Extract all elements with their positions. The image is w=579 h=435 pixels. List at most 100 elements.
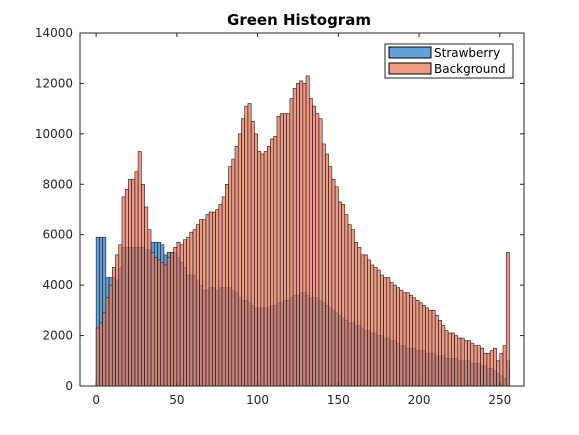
histogram-bar — [373, 267, 378, 387]
histogram-bar — [195, 224, 200, 387]
histogram-bar — [444, 330, 449, 387]
histogram-bar — [493, 347, 497, 387]
histogram-bar — [412, 297, 417, 387]
histogram-bar — [263, 151, 268, 387]
histogram-bar — [463, 340, 468, 387]
histogram-bar — [121, 196, 126, 387]
histogram-bar — [131, 178, 136, 387]
series-background — [95, 75, 510, 387]
histogram-bar — [483, 352, 488, 387]
histogram-bar — [276, 115, 281, 387]
histogram-bar — [505, 252, 510, 387]
histogram-bar — [415, 299, 420, 387]
histogram-bar — [111, 267, 116, 387]
histogram-bar — [266, 146, 271, 387]
histogram-bar — [237, 133, 242, 387]
histogram-bar — [347, 224, 352, 387]
histogram-bar — [296, 83, 300, 387]
histogram-bar — [270, 138, 275, 387]
histogram-bar — [150, 252, 155, 387]
histogram-bar — [441, 325, 446, 387]
y-tick-label: 10000 — [35, 127, 73, 141]
legend: Strawberry Background — [384, 43, 514, 79]
x-tick-label: 250 — [488, 393, 511, 407]
histogram-bar — [396, 287, 400, 387]
histogram-bar — [279, 113, 284, 387]
y-tick-label: 0 — [65, 379, 73, 393]
histogram-bar — [476, 345, 481, 387]
histogram-bar — [286, 113, 291, 387]
histogram-bar — [421, 305, 426, 387]
histogram-bar — [215, 209, 220, 387]
histogram-bar — [370, 264, 375, 387]
histogram-bar — [502, 345, 507, 387]
histogram-bar — [409, 294, 413, 387]
histogram-bar — [254, 133, 258, 387]
histogram-bar — [99, 322, 103, 387]
histogram-bar — [486, 352, 491, 387]
y-axis: 0 2000 4000 6000 8000 10000 12000 14000 — [35, 26, 524, 393]
histogram-bar — [438, 320, 442, 387]
histogram-bar — [247, 103, 252, 387]
histogram-bar — [292, 88, 297, 387]
histogram-bar — [489, 350, 494, 387]
histogram-bar — [225, 183, 229, 387]
histogram-bar — [315, 113, 320, 387]
histogram-bar — [231, 158, 236, 387]
histogram-bar — [144, 206, 149, 387]
histogram-bar — [257, 151, 262, 387]
histogram-bar — [367, 259, 371, 387]
x-tick-label: 200 — [408, 393, 431, 407]
histogram-bar — [118, 244, 123, 387]
x-axis: 0 50 100 150 200 250 — [92, 33, 511, 407]
x-tick-label: 150 — [327, 393, 350, 407]
histogram-bar — [199, 219, 204, 387]
histogram-bar — [234, 146, 239, 387]
y-tick-label: 14000 — [35, 26, 73, 40]
histogram-bar — [389, 282, 394, 387]
histogram-bar — [283, 113, 287, 387]
histogram-bar — [338, 201, 342, 387]
histogram-bar — [221, 196, 226, 387]
histogram-bar — [166, 257, 171, 387]
histogram-bar — [192, 229, 197, 387]
legend-label-strawberry: Strawberry — [434, 46, 500, 60]
legend-label-background: Background — [434, 62, 506, 76]
histogram-bar — [176, 241, 181, 387]
histogram-bar — [218, 204, 223, 387]
x-tick-label: 50 — [169, 393, 184, 407]
histogram-bar — [124, 189, 129, 387]
legend-swatch-strawberry — [388, 46, 432, 59]
bars-layer — [95, 75, 510, 387]
histogram-bar — [386, 277, 391, 387]
histogram-bar — [470, 342, 475, 387]
histogram-bar — [137, 151, 142, 387]
histogram-bar — [160, 262, 165, 387]
histogram-bar — [189, 231, 194, 387]
histogram-bar — [425, 307, 430, 387]
histogram-bar — [331, 178, 336, 387]
y-tick-label: 2000 — [42, 329, 73, 343]
histogram-bar — [325, 153, 329, 387]
histogram-bar — [170, 252, 174, 387]
histogram-bar — [447, 332, 452, 387]
histogram-bar — [299, 80, 304, 387]
histogram-bar — [102, 312, 107, 387]
histogram-bar — [376, 269, 381, 387]
histogram-bar — [334, 186, 339, 387]
histogram-bar — [380, 274, 384, 387]
histogram-bar — [153, 257, 158, 387]
histogram-bar — [344, 214, 349, 387]
histogram-bar — [363, 254, 368, 387]
histogram-bar — [228, 166, 233, 387]
histogram-bar — [357, 247, 362, 387]
histogram-bar — [473, 345, 478, 387]
histogram-bar — [289, 98, 294, 387]
histogram-bar — [273, 136, 278, 387]
histogram-bar — [318, 118, 323, 387]
histogram-bar — [321, 143, 326, 387]
histogram-bar — [115, 254, 120, 387]
histogram-bar — [157, 259, 162, 387]
histogram-bar — [341, 204, 346, 387]
